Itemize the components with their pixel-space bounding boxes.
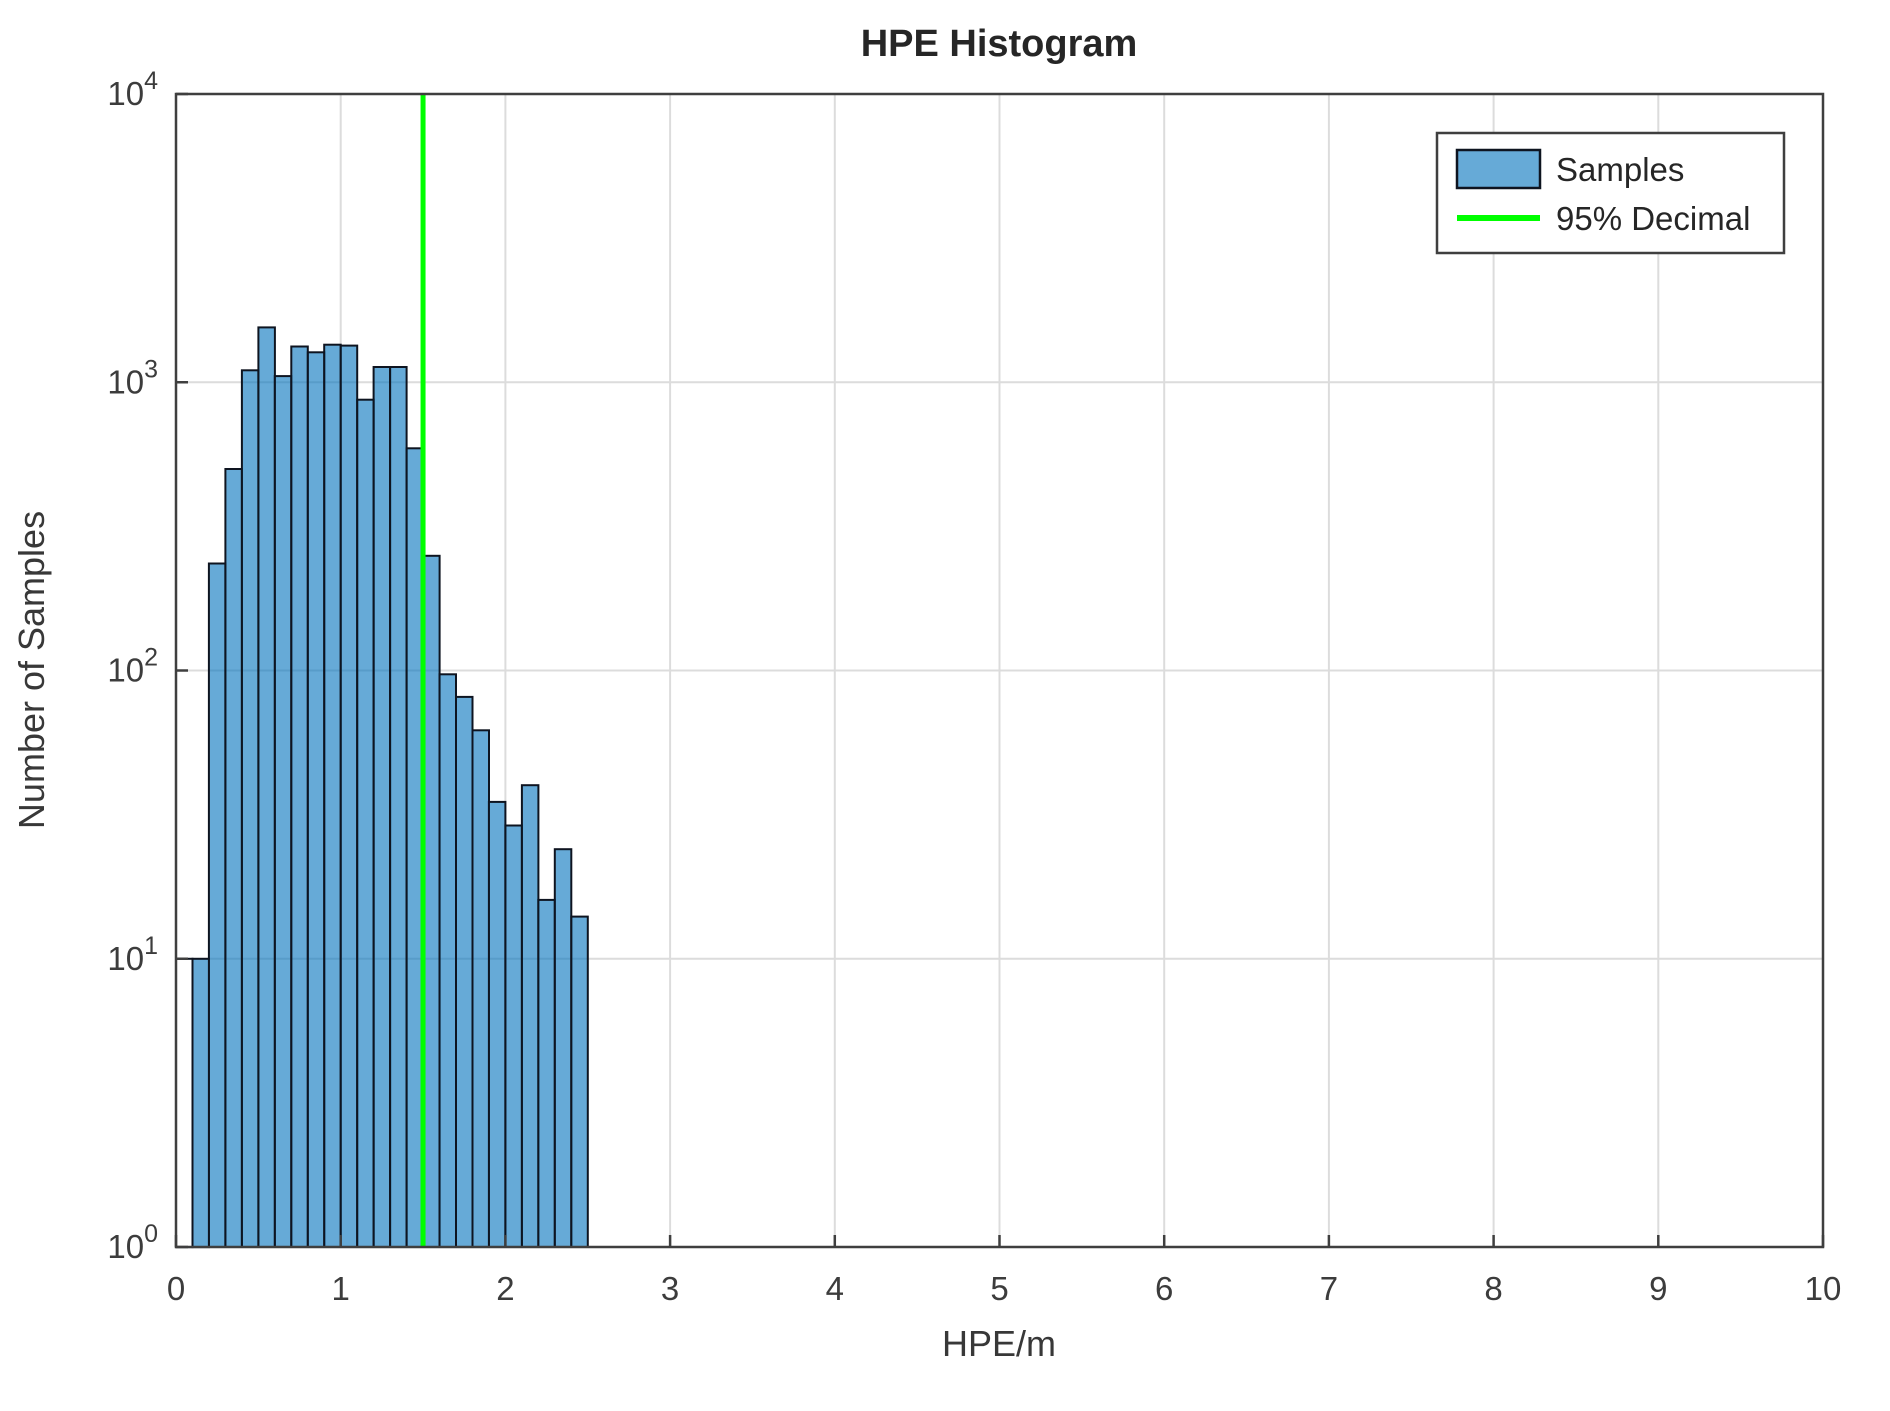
x-tick-label: 6	[1155, 1270, 1173, 1307]
histogram-bar	[224, 468, 243, 1248]
x-tick-label: 10	[1805, 1270, 1842, 1307]
histogram-bars	[175, 326, 589, 1249]
histogram-bar	[438, 673, 457, 1248]
histogram-bar	[290, 345, 309, 1248]
chart-title: HPE Histogram	[861, 23, 1138, 65]
histogram-bar	[520, 784, 540, 1248]
x-axis-label: HPE/m	[942, 1323, 1056, 1364]
histogram-bar	[191, 957, 210, 1249]
histogram-bar	[257, 326, 276, 1248]
histogram-bar	[471, 729, 490, 1248]
histogram-bar	[389, 366, 408, 1248]
histogram-bar	[273, 375, 293, 1249]
histogram-bar	[570, 915, 589, 1248]
histogram-bar	[207, 562, 227, 1248]
y-tick-label: 103	[107, 355, 158, 400]
histogram-bar	[422, 554, 441, 1248]
legend-samples-label: Samples	[1556, 151, 1684, 188]
x-tick-label: 8	[1484, 1270, 1502, 1307]
grid-lines	[176, 94, 1823, 1247]
x-tick-label: 3	[661, 1270, 679, 1307]
histogram-bar	[455, 695, 474, 1248]
histogram-bar	[240, 369, 260, 1248]
legend-percentile-label: 95% Decimal	[1556, 200, 1750, 237]
y-tick-label: 102	[107, 644, 158, 689]
histogram-bar	[339, 344, 359, 1249]
y-tick-label: 100	[107, 1220, 158, 1265]
histogram-bar	[553, 848, 573, 1248]
histogram-bar	[504, 824, 523, 1248]
x-tick-label: 7	[1320, 1270, 1338, 1307]
x-tick-label: 4	[826, 1270, 844, 1307]
histogram-bar	[356, 398, 375, 1248]
histogram-bar	[175, 957, 194, 1249]
axis-ticks	[174, 92, 1825, 1249]
y-tick-label: 104	[107, 67, 158, 112]
y-tick-label: 101	[107, 932, 158, 977]
x-tick-label: 1	[332, 1270, 350, 1307]
y-axis-label: Number of Samples	[11, 511, 52, 829]
samples-swatch-icon	[1455, 148, 1542, 190]
histogram-bar	[487, 800, 507, 1249]
x-tick-label: 0	[167, 1270, 185, 1307]
x-tick-label: 5	[990, 1270, 1008, 1307]
x-tick-label: 9	[1649, 1270, 1667, 1307]
histogram-bar	[372, 366, 392, 1248]
histogram-bar	[306, 351, 326, 1248]
y-tick-labels: 100 101 102 103 104	[107, 67, 158, 1265]
histogram-bar	[323, 343, 342, 1248]
legend: Samples 95% Decimal	[1435, 131, 1786, 255]
x-tick-label: 2	[496, 1270, 514, 1307]
histogram-bar	[537, 898, 556, 1249]
x-tick-labels: 0 1 2 3 4 5 6 7 8 9 10	[167, 1270, 1842, 1307]
